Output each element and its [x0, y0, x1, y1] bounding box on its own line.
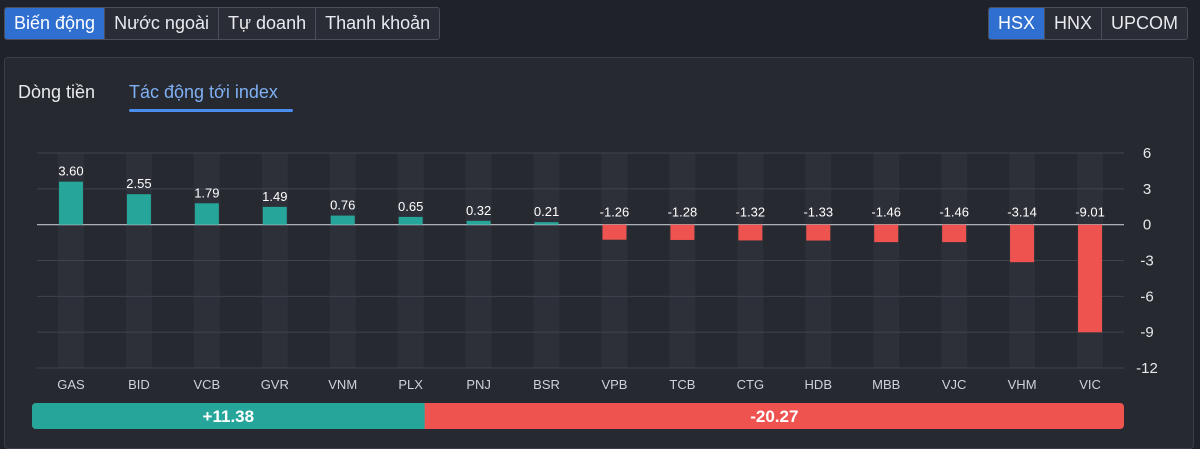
value-label: -1.26	[600, 205, 630, 220]
subtab-tac-dong-index[interactable]: Tác động tới index	[129, 82, 278, 102]
value-label: -3.14	[1007, 205, 1037, 220]
bar-bsr	[534, 222, 559, 225]
tab-bien-dong[interactable]: Biến động	[5, 8, 106, 39]
exchange-hnx[interactable]: HNX	[1044, 8, 1102, 39]
category-label: BSR	[533, 377, 560, 392]
exchange-tabs: HSX HNX UPCOM	[987, 7, 1188, 40]
bar-plx	[398, 216, 423, 225]
bar-gvr	[262, 206, 287, 225]
tab-tu-doanh[interactable]: Tự doanh	[218, 8, 317, 39]
value-label: 1.49	[262, 189, 287, 204]
y-tick-label: 3	[1143, 181, 1151, 198]
category-label: VNM	[328, 377, 357, 392]
category-label: PNJ	[466, 377, 491, 392]
bar-hdb	[806, 224, 831, 241]
y-tick-label: -9	[1140, 324, 1153, 341]
category-label: GVR	[261, 377, 289, 392]
category-label: VPB	[601, 377, 627, 392]
value-label: -1.46	[939, 205, 969, 220]
category-label: BID	[128, 377, 150, 392]
bar-vcb	[194, 203, 219, 225]
y-tick-label: -6	[1140, 288, 1153, 305]
bar-bid	[126, 194, 151, 225]
bar-vhm	[1010, 224, 1035, 263]
y-tick-label: -3	[1140, 253, 1153, 270]
y-tick-label: 0	[1143, 217, 1151, 234]
value-label: -1.32	[736, 205, 766, 220]
y-tick-label: 6	[1143, 145, 1151, 162]
category-label: HDB	[805, 377, 832, 392]
value-label: 1.79	[194, 185, 219, 200]
value-label: 3.60	[58, 164, 83, 179]
tab-thanh-khoan[interactable]: Thanh khoản	[316, 8, 440, 39]
bar-vic	[1078, 224, 1103, 333]
bar-tcb	[670, 224, 695, 240]
category-label: TCB	[669, 377, 695, 392]
value-label: -1.33	[803, 205, 833, 220]
index-impact-chart: 6 3 0 -3 -6 -9 -12 3.60 GAS 2.55 BID 1.79 VCB 1.49 GVR…	[32, 145, 1158, 429]
category-label: PLX	[398, 377, 423, 392]
y-tick-label: -12	[1136, 360, 1158, 377]
category-label: CTG	[737, 377, 764, 392]
bar-vjc	[942, 224, 967, 243]
value-label: 2.55	[126, 176, 151, 191]
bar-pnj	[466, 220, 491, 225]
bar-gas	[58, 181, 83, 225]
value-label: 0.32	[466, 203, 491, 218]
category-label: GAS	[57, 377, 85, 392]
bar-vpb	[602, 224, 627, 240]
exchange-upcom[interactable]: UPCOM	[1102, 8, 1187, 39]
value-label: 0.76	[330, 198, 355, 213]
category-label: VJC	[942, 377, 967, 392]
total-negative-label: -20.27	[750, 407, 798, 426]
total-positive-bar	[32, 403, 425, 429]
category-label: VIC	[1079, 377, 1101, 392]
exchange-hsx[interactable]: HSX	[988, 8, 1045, 39]
category-label: MBB	[872, 377, 900, 392]
category-label: VCB	[193, 377, 220, 392]
view-tabs: Biến động Nước ngoài Tự doanh Thanh khoả…	[4, 7, 441, 40]
active-subtab-indicator	[129, 109, 293, 112]
value-label: -9.01	[1075, 205, 1105, 220]
category-label: VHM	[1008, 377, 1037, 392]
total-positive-bar-edge	[418, 403, 425, 429]
value-label: 0.65	[398, 199, 423, 214]
bar-mbb	[874, 224, 899, 243]
subtab-dong-tien[interactable]: Dòng tiền	[18, 82, 96, 102]
total-positive-label: +11.38	[203, 407, 255, 426]
value-label: -1.46	[871, 205, 901, 220]
bar-vnm	[330, 215, 355, 225]
value-label: -1.28	[668, 205, 698, 220]
tab-nuoc-ngoai[interactable]: Nước ngoài	[105, 8, 219, 39]
value-label: 0.21	[534, 204, 559, 219]
bar-ctg	[738, 224, 763, 241]
